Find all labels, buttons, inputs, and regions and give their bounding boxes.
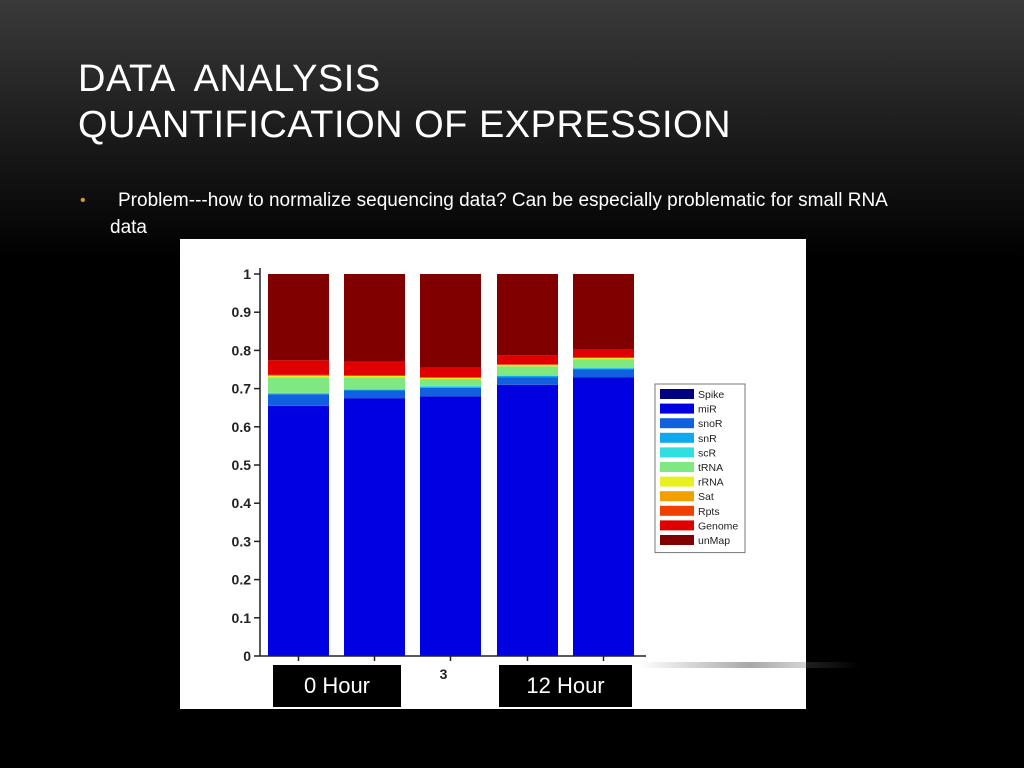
bar-segment-rrna-3 [420, 377, 481, 380]
legend-swatch-snr [660, 432, 694, 443]
bar-segment-rrna-4 [497, 364, 558, 367]
bar-segment-rpts-4 [497, 364, 558, 365]
legend-label-genome: Genome [698, 520, 738, 532]
bar-segment-snor-2 [344, 390, 405, 399]
x-tick-label: 3 [440, 666, 448, 682]
y-tick-label: 0 [243, 648, 251, 664]
bar-segment-trna-3 [420, 379, 481, 386]
legend-label-mir: miR [698, 404, 717, 416]
legend-swatch-sat [660, 491, 694, 502]
bar-segment-snor-5 [573, 369, 634, 378]
title-line-1: DATA ANALYSIS [78, 58, 381, 100]
bar-segment-mir-1 [268, 405, 329, 656]
legend-swatch-mir [660, 403, 694, 414]
bar-segment-trna-5 [573, 359, 634, 368]
bullet-item: • Problem---how to normalize sequencing … [78, 187, 918, 241]
bar-segment-snor-3 [420, 387, 481, 397]
legend-label-unmap: unMap [698, 535, 730, 547]
legend-swatch-unmap [660, 535, 694, 545]
bar-segment-snr-2 [344, 389, 405, 391]
stacked-bar-chart: 00.10.20.30.40.50.60.70.80.9134SpikemiRs… [232, 266, 746, 682]
bar-segment-mir-5 [573, 377, 634, 656]
legend-swatch-spike [660, 389, 694, 399]
slide-title: DATA ANALYSIS QUANTIFICATION OF EXPRESSI… [78, 56, 731, 148]
bar-segment-scr-4 [497, 375, 558, 376]
legend-swatch-rpts [660, 505, 694, 516]
bar-segment-snr-5 [573, 368, 634, 370]
legend-swatch-genome [660, 520, 694, 531]
legend-swatch-snor [660, 418, 694, 429]
bar-segment-mir-3 [420, 396, 481, 656]
bar-segment-snor-1 [268, 394, 329, 406]
legend-swatch-rrna [660, 476, 694, 487]
bar-segment-genome-3 [420, 367, 481, 378]
bar-segment-genome-5 [573, 349, 634, 358]
bar-segment-rrna-5 [573, 358, 634, 360]
bar-segment-trna-2 [344, 377, 405, 389]
bar-segment-genome-2 [344, 361, 405, 376]
bar-segment-scr-1 [268, 392, 329, 394]
legend-label-rrna: rRNA [698, 477, 724, 489]
label-0-hour: 0 Hour [273, 665, 401, 707]
legend-label-snr: snR [698, 433, 717, 445]
legend-label-spike: Spike [698, 389, 724, 401]
bullet-text: Problem---how to normalize sequencing da… [110, 190, 887, 238]
bar-segment-scr-2 [344, 388, 405, 390]
bar-segment-trna-1 [268, 377, 329, 393]
legend-label-trna: tRNA [698, 462, 723, 474]
bar-segment-scr-5 [573, 367, 634, 369]
bar-segment-unmap-4 [497, 274, 558, 356]
bar-segment-unmap-5 [573, 274, 634, 350]
y-tick-label: 0.4 [232, 495, 252, 511]
decorative-glow [640, 662, 860, 668]
y-tick-label: 0.6 [232, 419, 252, 435]
bar-segment-unmap-2 [344, 274, 405, 362]
bullet-dot-icon: • [80, 192, 86, 209]
bar-segment-scr-3 [420, 385, 481, 387]
bar-segment-unmap-3 [420, 274, 481, 368]
y-tick-label: 0.3 [232, 533, 252, 549]
bar-segment-snr-3 [420, 386, 481, 388]
legend-label-sat: Sat [698, 491, 714, 503]
bar-segment-genome-4 [497, 355, 558, 365]
title-line-2: QUANTIFICATION OF EXPRESSION [78, 104, 732, 146]
y-tick-label: 0.9 [232, 304, 252, 320]
bar-segment-rpts-3 [420, 377, 481, 378]
bar-segment-rrna-2 [344, 375, 405, 378]
y-tick-label: 0.2 [232, 572, 252, 588]
bar-segment-snor-4 [497, 377, 558, 385]
legend-label-snor: snoR [698, 418, 723, 430]
bar-segment-rpts-2 [344, 375, 405, 376]
bar-segment-genome-1 [268, 360, 329, 375]
label-12-hour: 12 Hour [499, 665, 632, 707]
bar-segment-rpts-5 [573, 357, 634, 359]
y-tick-label: 1 [243, 266, 251, 282]
bar-segment-mir-2 [344, 398, 405, 656]
y-tick-label: 0.5 [232, 457, 252, 473]
bar-segment-rrna-1 [268, 375, 329, 378]
bar-segment-mir-4 [497, 384, 558, 656]
y-tick-label: 0.8 [232, 342, 252, 358]
y-tick-label: 0.7 [232, 381, 252, 397]
legend-label-rpts: Rpts [698, 506, 720, 518]
legend-swatch-trna [660, 462, 694, 472]
legend-label-scr: scR [698, 447, 717, 459]
y-tick-label: 0.1 [232, 610, 252, 626]
bar-segment-trna-4 [497, 366, 558, 376]
chart-image: 00.10.20.30.40.50.60.70.80.9134SpikemiRs… [180, 239, 806, 709]
bar-segment-rpts-1 [268, 374, 329, 376]
bar-segment-snr-4 [497, 375, 558, 378]
bar-segment-unmap-1 [268, 274, 329, 361]
legend-swatch-scr [660, 447, 694, 458]
bar-segment-snr-1 [268, 393, 329, 395]
